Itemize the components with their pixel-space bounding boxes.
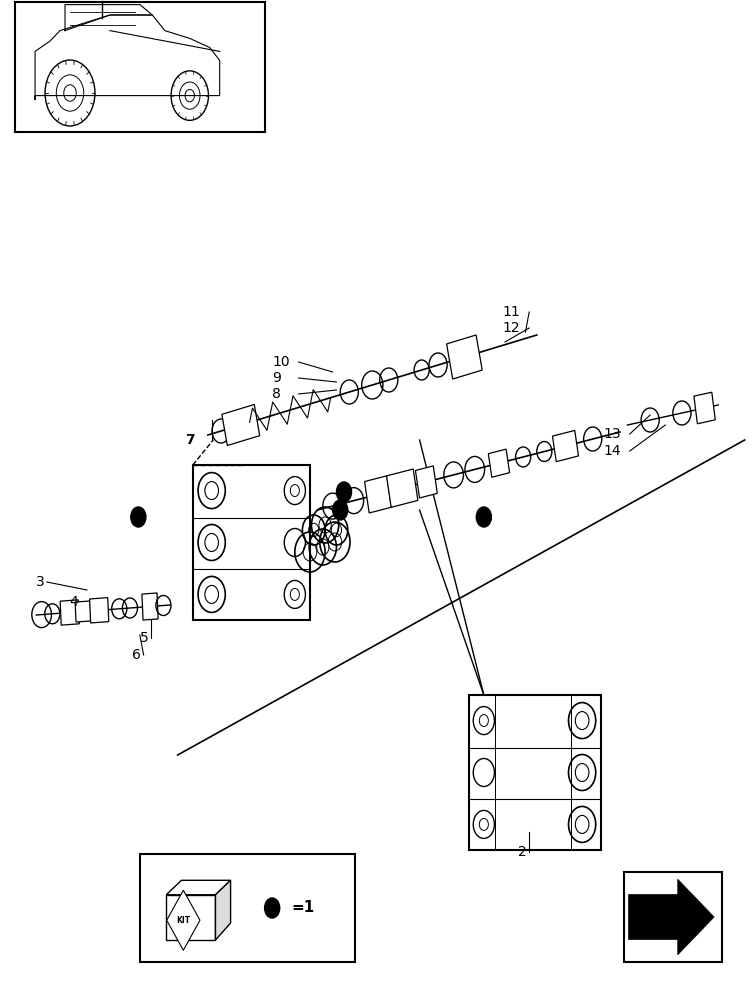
Polygon shape <box>166 895 215 940</box>
Text: 12: 12 <box>503 321 520 335</box>
Polygon shape <box>75 601 91 622</box>
Bar <box>15 2 265 132</box>
Text: 4: 4 <box>70 595 79 609</box>
Polygon shape <box>416 466 437 498</box>
Text: KIT: KIT <box>176 916 191 925</box>
Polygon shape <box>488 449 510 477</box>
Bar <box>469 695 601 850</box>
Polygon shape <box>166 880 231 895</box>
Text: 10: 10 <box>272 355 290 369</box>
Polygon shape <box>386 469 418 507</box>
Bar <box>624 872 722 962</box>
Text: 11: 11 <box>503 305 520 319</box>
Text: =1: =1 <box>291 900 314 916</box>
Polygon shape <box>90 598 109 623</box>
Text: 14: 14 <box>603 444 621 458</box>
Polygon shape <box>60 600 79 625</box>
Text: 6: 6 <box>132 648 141 662</box>
Polygon shape <box>694 392 715 424</box>
Text: 13: 13 <box>603 427 621 441</box>
Circle shape <box>333 500 348 520</box>
Text: 9: 9 <box>272 371 281 385</box>
Polygon shape <box>364 476 392 513</box>
Polygon shape <box>447 335 482 379</box>
Polygon shape <box>142 593 158 620</box>
Text: 2: 2 <box>518 845 527 859</box>
Text: 3: 3 <box>36 575 45 589</box>
Circle shape <box>265 898 280 918</box>
Circle shape <box>336 482 352 502</box>
Polygon shape <box>215 880 231 940</box>
Bar <box>193 465 310 620</box>
Polygon shape <box>166 890 200 950</box>
Text: 8: 8 <box>272 387 281 401</box>
Text: 7: 7 <box>185 433 195 447</box>
Polygon shape <box>222 404 260 446</box>
Circle shape <box>476 507 491 527</box>
Polygon shape <box>628 879 714 955</box>
Circle shape <box>131 507 146 527</box>
Polygon shape <box>553 430 578 462</box>
Bar <box>140 854 355 962</box>
Text: 5: 5 <box>140 631 149 645</box>
